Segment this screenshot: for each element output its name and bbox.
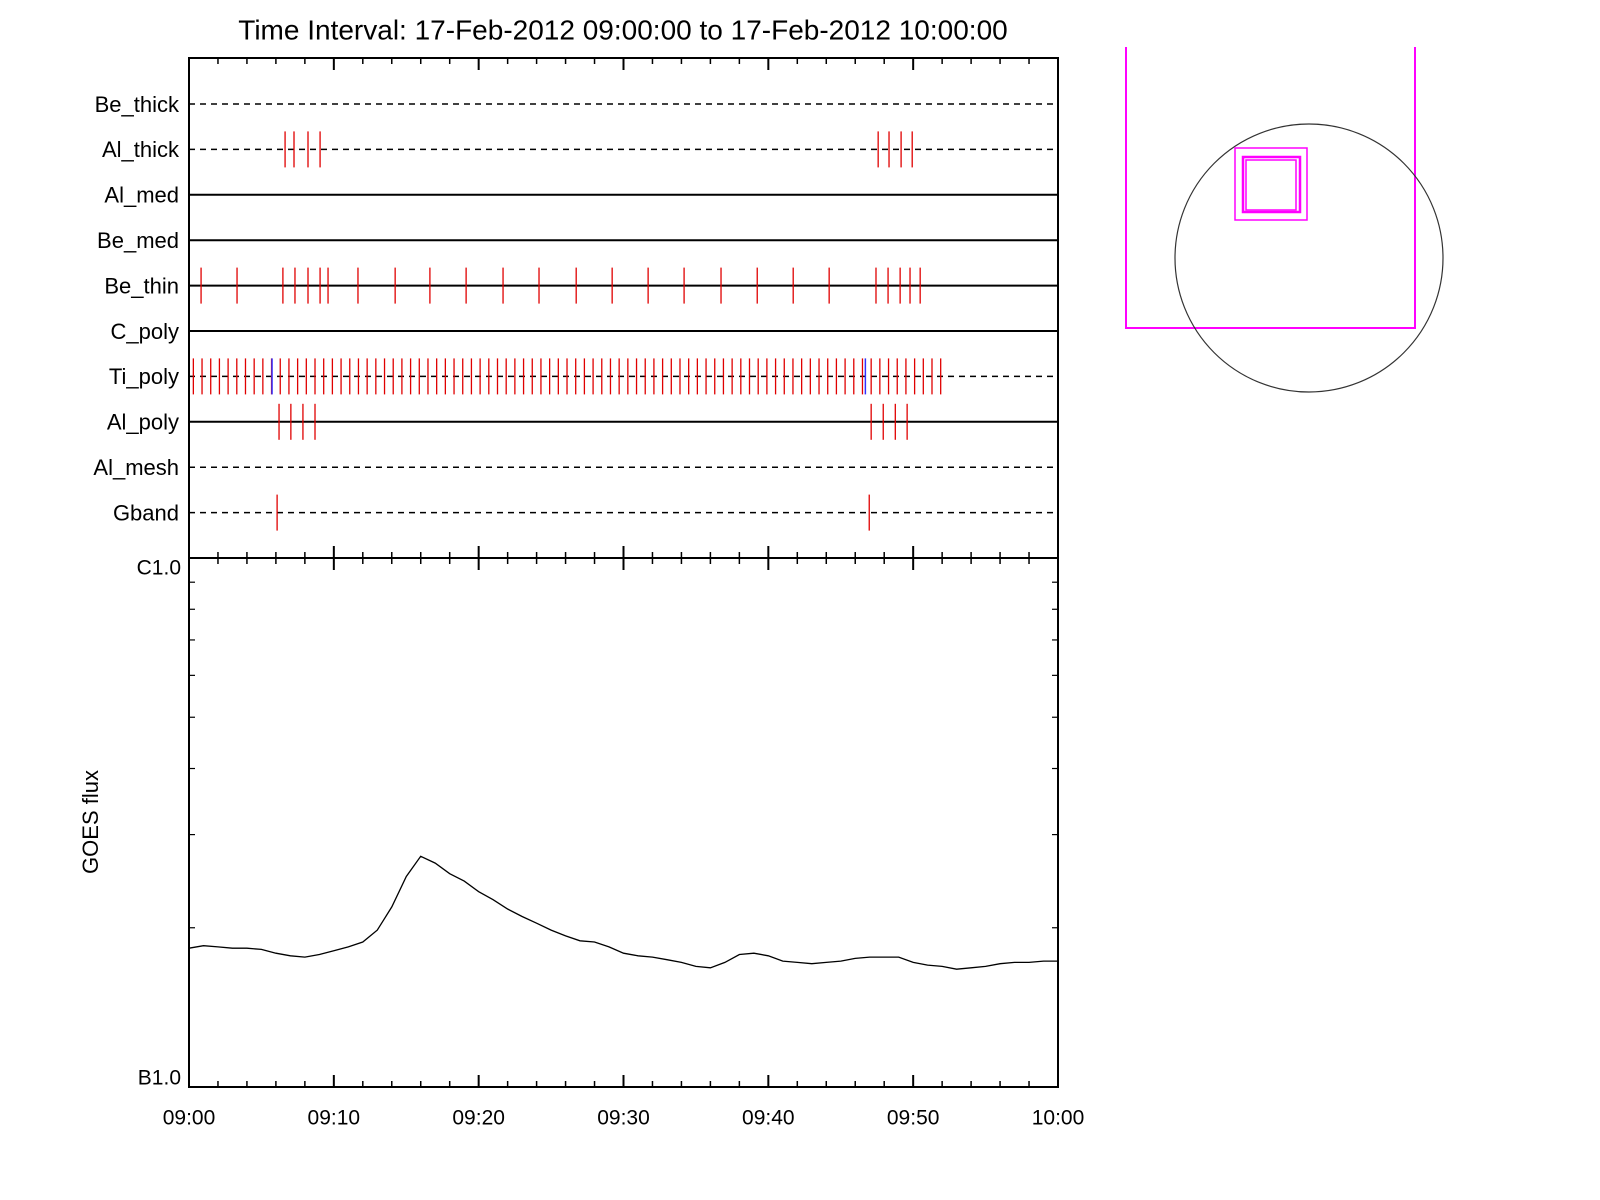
solar-disk (1174, 123, 1444, 393)
fov-box (1245, 159, 1297, 211)
row-label: Be_thin (104, 273, 179, 298)
row-label: Be_thick (95, 92, 180, 117)
row-label: Gband (113, 500, 179, 525)
fov-diagram (1125, 47, 1444, 393)
x-tick-label: 09:10 (308, 1107, 361, 1130)
row-label: Al_poly (107, 410, 179, 435)
x-tick-label: 10:00 (1032, 1107, 1085, 1130)
row-label: C_poly (111, 319, 179, 344)
row-label: Al_mesh (93, 455, 179, 480)
flux-panel-frame (188, 557, 1059, 1088)
flux-line (188, 855, 1058, 970)
y-tick-label: B1.0 (138, 1067, 181, 1090)
x-tick-label: 09:20 (452, 1107, 505, 1130)
x-tick-label: 09:30 (597, 1107, 650, 1130)
fov-frame (1125, 47, 1416, 329)
event-panel-frame (188, 57, 1059, 559)
y-tick-label: C1.0 (137, 557, 181, 580)
fov-box (1241, 155, 1302, 214)
row-label: Be_med (97, 228, 179, 253)
row-label: Al_med (104, 183, 179, 208)
x-tick-label: 09:50 (887, 1107, 940, 1130)
fov-box (1234, 147, 1308, 221)
x-tick-label: 09:00 (163, 1107, 216, 1130)
x-tick-label: 09:40 (742, 1107, 795, 1130)
y-axis-label: GOES flux (78, 770, 103, 874)
row-label: Al_thick (102, 137, 180, 162)
row-label: Ti_poly (109, 364, 179, 389)
chart-title: Time Interval: 17-Feb-2012 09:00:00 to 1… (238, 14, 1007, 45)
